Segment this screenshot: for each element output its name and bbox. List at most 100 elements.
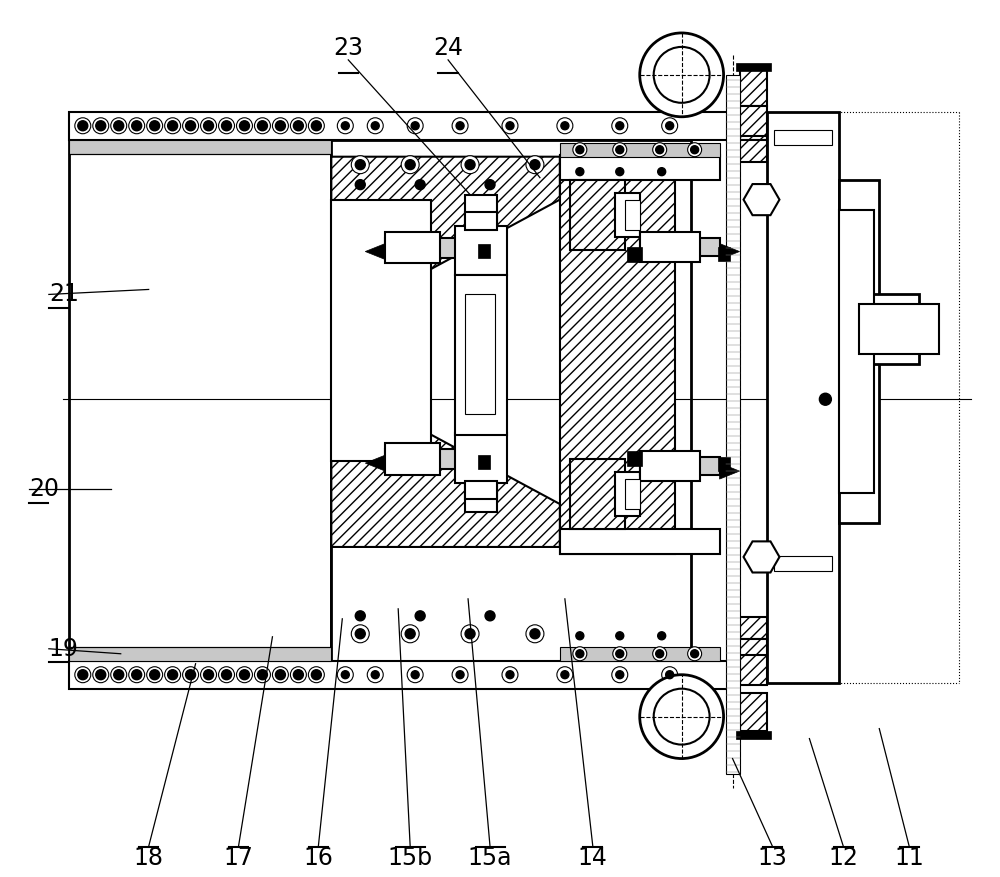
Circle shape — [222, 670, 232, 680]
Bar — [560, 154, 675, 554]
Circle shape — [530, 629, 540, 638]
Circle shape — [465, 629, 475, 638]
Circle shape — [367, 118, 383, 134]
Circle shape — [658, 631, 666, 640]
Circle shape — [616, 168, 624, 175]
Bar — [740, 139, 767, 161]
Circle shape — [461, 624, 479, 643]
Circle shape — [204, 670, 214, 680]
Bar — [465, 195, 497, 512]
Circle shape — [573, 646, 587, 660]
Circle shape — [612, 118, 628, 134]
Circle shape — [293, 121, 303, 131]
Circle shape — [239, 121, 249, 131]
Bar — [740, 106, 767, 136]
Circle shape — [183, 667, 199, 682]
Circle shape — [254, 118, 270, 134]
Bar — [570, 460, 625, 529]
Circle shape — [183, 118, 199, 134]
Circle shape — [341, 671, 349, 679]
Bar — [69, 660, 733, 688]
Circle shape — [456, 122, 464, 130]
Circle shape — [93, 667, 109, 682]
Circle shape — [819, 393, 831, 405]
Circle shape — [461, 156, 479, 174]
Circle shape — [576, 650, 584, 658]
Bar — [627, 451, 642, 466]
Text: 11: 11 — [894, 846, 924, 870]
Bar — [69, 111, 733, 139]
Circle shape — [293, 670, 303, 680]
Circle shape — [573, 143, 587, 157]
Bar — [615, 472, 640, 516]
Circle shape — [401, 624, 419, 643]
Bar — [69, 139, 331, 153]
Bar — [718, 457, 730, 471]
Circle shape — [415, 611, 425, 621]
Circle shape — [502, 118, 518, 134]
Circle shape — [75, 118, 91, 134]
Text: 18: 18 — [134, 846, 164, 870]
Bar — [465, 211, 497, 230]
Circle shape — [75, 667, 91, 682]
Circle shape — [254, 667, 270, 682]
Circle shape — [351, 156, 369, 174]
Circle shape — [237, 118, 252, 134]
Circle shape — [485, 611, 495, 621]
Bar — [740, 118, 767, 139]
Bar — [385, 238, 480, 258]
Circle shape — [337, 118, 353, 134]
Circle shape — [640, 33, 724, 117]
Circle shape — [168, 121, 178, 131]
Text: 17: 17 — [224, 846, 253, 870]
Bar — [640, 457, 720, 475]
Circle shape — [371, 671, 379, 679]
Circle shape — [96, 121, 106, 131]
Polygon shape — [720, 244, 740, 260]
Bar — [627, 246, 642, 261]
Text: 21: 21 — [49, 282, 79, 306]
Circle shape — [78, 121, 88, 131]
Circle shape — [308, 118, 324, 134]
Text: 19: 19 — [49, 637, 79, 660]
Circle shape — [355, 629, 365, 638]
Bar — [839, 210, 874, 493]
Bar — [740, 655, 767, 685]
Bar — [331, 200, 431, 461]
Circle shape — [239, 670, 249, 680]
Circle shape — [290, 118, 306, 134]
Circle shape — [367, 667, 383, 682]
Circle shape — [96, 670, 106, 680]
Circle shape — [165, 667, 181, 682]
Circle shape — [311, 670, 321, 680]
Circle shape — [219, 667, 235, 682]
Circle shape — [311, 121, 321, 131]
Circle shape — [561, 122, 569, 130]
Circle shape — [147, 118, 163, 134]
Circle shape — [688, 143, 702, 157]
Text: 15a: 15a — [468, 846, 512, 870]
Circle shape — [272, 118, 288, 134]
Circle shape — [407, 667, 423, 682]
Polygon shape — [744, 184, 779, 215]
Circle shape — [654, 688, 710, 745]
Bar — [560, 646, 720, 660]
Text: 12: 12 — [828, 846, 858, 870]
Circle shape — [132, 121, 142, 131]
Circle shape — [275, 670, 285, 680]
Circle shape — [616, 671, 624, 679]
Circle shape — [616, 122, 624, 130]
Bar — [726, 75, 740, 774]
Circle shape — [355, 180, 365, 189]
Circle shape — [371, 122, 379, 130]
Circle shape — [337, 667, 353, 682]
Circle shape — [530, 160, 540, 169]
Circle shape — [616, 650, 624, 658]
Bar — [455, 433, 507, 483]
Bar — [385, 443, 440, 475]
Circle shape — [257, 121, 267, 131]
Circle shape — [351, 624, 369, 643]
Circle shape — [658, 168, 666, 175]
Bar — [331, 139, 691, 660]
Circle shape — [666, 122, 674, 130]
